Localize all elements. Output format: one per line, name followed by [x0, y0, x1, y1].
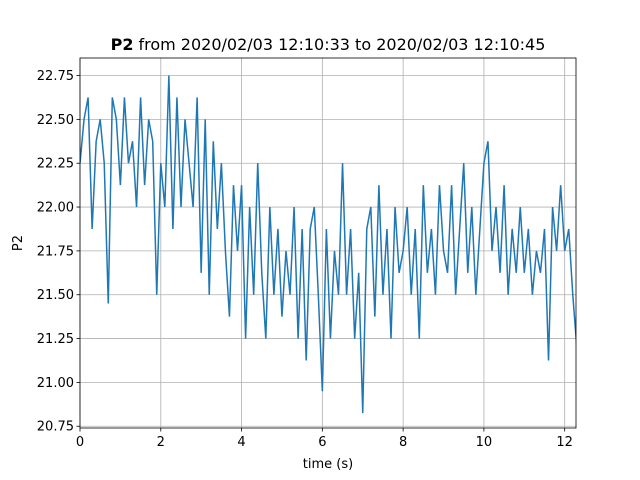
title-bold: P2	[111, 35, 134, 54]
y-tick-label: 21.00	[37, 376, 74, 391]
y-tick-label: 22.50	[37, 113, 74, 128]
x-tick-label: 12	[556, 435, 573, 450]
y-tick-label: 21.75	[37, 244, 74, 259]
y-tick-label: 20.75	[37, 420, 74, 435]
y-tick-label: 21.25	[37, 332, 74, 347]
x-axis-label: time (s)	[303, 457, 353, 472]
x-tick-label: 8	[399, 435, 407, 450]
chart-title: P2 from 2020/02/03 12:10:33 to 2020/02/03…	[111, 35, 546, 54]
y-tick-label: 22.75	[37, 69, 74, 84]
plot-frame	[79, 57, 577, 429]
data-line	[80, 75, 576, 414]
title-text: from 2020/02/03 12:10:33 to 2020/02/03 1…	[138, 35, 545, 54]
x-tick-label: 2	[157, 435, 165, 450]
y-tick-label: 21.50	[37, 288, 74, 303]
x-tick-label: 0	[76, 435, 84, 450]
y-tick-label: 22.25	[37, 157, 74, 172]
y-axis-label: P2	[11, 235, 26, 251]
y-tick-label: 22.00	[37, 201, 74, 216]
x-tick-label: 4	[237, 435, 245, 450]
x-tick-label: 10	[476, 435, 493, 450]
x-tick-label: 6	[318, 435, 326, 450]
